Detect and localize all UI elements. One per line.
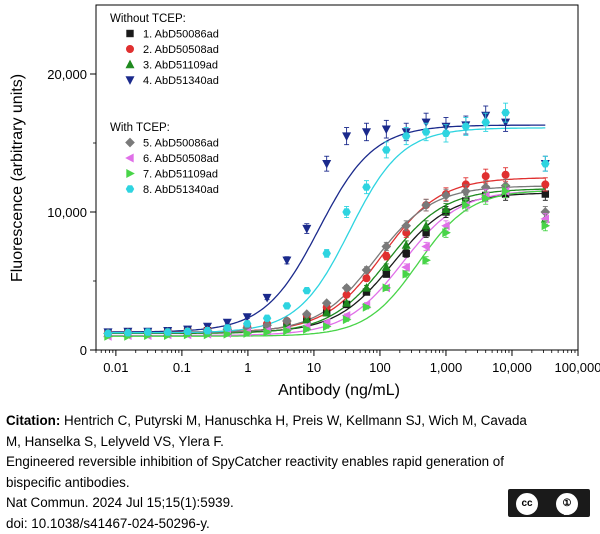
data-point-s8	[422, 129, 430, 136]
legend-marker	[127, 170, 135, 178]
data-point-s8	[482, 119, 490, 126]
x-tick-label: 10	[307, 360, 321, 375]
data-point-s3	[363, 284, 371, 292]
legend-label: 8. AbD51340ad	[143, 184, 219, 196]
data-point-s8	[541, 160, 549, 167]
citation-label: Citation:	[6, 413, 60, 428]
data-point-s8	[223, 325, 231, 332]
cc-icon: cc	[516, 493, 538, 515]
x-tick-label: 1,000	[430, 360, 463, 375]
data-point-s8	[442, 130, 450, 137]
data-point-s8	[343, 209, 351, 216]
x-tick-label: 100	[369, 360, 391, 375]
legend-label: 6. AbD50508ad	[143, 153, 219, 165]
data-point-s8	[303, 287, 311, 294]
data-point-s8	[363, 184, 371, 191]
x-tick-label: 10,000	[492, 360, 532, 375]
dose-response-chart: 0.01 0.1 1 10 100 1,000 10,000 100,000 0 10,000 20…	[0, 0, 600, 405]
data-point-s2	[542, 181, 549, 188]
data-point-s4	[382, 126, 390, 134]
y-axis-title: Fluorescence (arbitrary units)	[9, 74, 26, 282]
citation-authors-line-2: M, Hanselka S, Lelyveld VS, Ylera F.	[6, 432, 596, 453]
legend-marker	[126, 154, 134, 162]
data-point-s8	[283, 303, 291, 310]
x-tick-label: 1	[244, 360, 251, 375]
data-point-s8	[382, 147, 390, 154]
legend-group-title: Without TCEP:	[110, 13, 186, 25]
legend-marker	[127, 30, 134, 37]
data-point-s4	[323, 160, 331, 168]
citation-authors-line-1: Citation: Hentrich C, Putyrski M, Hanusc…	[6, 411, 596, 432]
data-point-s8	[502, 109, 510, 116]
data-point-s1	[403, 250, 410, 257]
legend-label: 4. AbD51340ad	[143, 75, 219, 87]
data-point-s2	[383, 252, 390, 259]
data-point-s8	[243, 320, 251, 327]
data-point-s4	[303, 225, 311, 233]
y-tick-label: 10,000	[47, 205, 87, 220]
legend: Without TCEP: 1. AbD50086ad 2. AbD50508ad 3…	[110, 13, 219, 196]
data-point-s1	[542, 191, 549, 198]
cc-license-badge: cc ① BY	[508, 489, 590, 517]
data-point-s4	[263, 294, 271, 302]
data-point-s8	[144, 329, 152, 336]
data-point-s4	[363, 129, 371, 137]
data-point-s8	[204, 327, 212, 334]
x-axis-title: Antibody (ng/mL)	[278, 382, 400, 399]
data-point-s8	[184, 328, 192, 335]
legend-marker	[126, 138, 135, 147]
data-point-s2	[482, 172, 489, 179]
legend-marker	[126, 60, 134, 68]
data-point-s3	[422, 222, 430, 230]
data-point-s8	[124, 329, 132, 336]
x-tick-label: 100,000	[555, 360, 600, 375]
x-tick-label: 0.01	[103, 360, 128, 375]
data-point-s8	[263, 315, 271, 322]
data-point-s4	[283, 257, 291, 265]
y-tick-label: 0	[80, 343, 87, 358]
legend-marker	[126, 77, 134, 85]
x-tick-label: 0.1	[173, 360, 191, 375]
legend-label: 1. AbD50086ad	[143, 29, 219, 41]
y-tick-label: 20,000	[47, 67, 87, 82]
data-point-s2	[363, 275, 370, 282]
cc-by-label: BY	[552, 511, 582, 517]
legend-group-title: With TCEP:	[110, 122, 170, 134]
legend-marker	[126, 186, 134, 193]
data-point-s8	[462, 123, 470, 130]
legend-label: 7. AbD51109ad	[143, 169, 218, 181]
legend-marker	[126, 45, 133, 52]
data-point-s2	[502, 171, 509, 178]
data-point-s8	[104, 330, 112, 337]
data-point-s8	[164, 329, 172, 336]
data-point-s1	[383, 271, 390, 278]
legend-label: 3. AbD51109ad	[143, 60, 218, 72]
legend-label: 2. AbD50508ad	[143, 44, 219, 56]
data-point-s8	[402, 133, 410, 140]
data-point-s5	[461, 187, 470, 196]
data-point-s4	[343, 133, 351, 141]
citation-title-line-1: Engineered reversible inhibition of SpyC…	[6, 452, 596, 473]
data-point-s8	[323, 250, 331, 257]
legend-label: 5. AbD50086ad	[143, 138, 219, 150]
citation-authors: Hentrich C, Putyrski M, Hanuschka H, Pre…	[60, 413, 527, 428]
